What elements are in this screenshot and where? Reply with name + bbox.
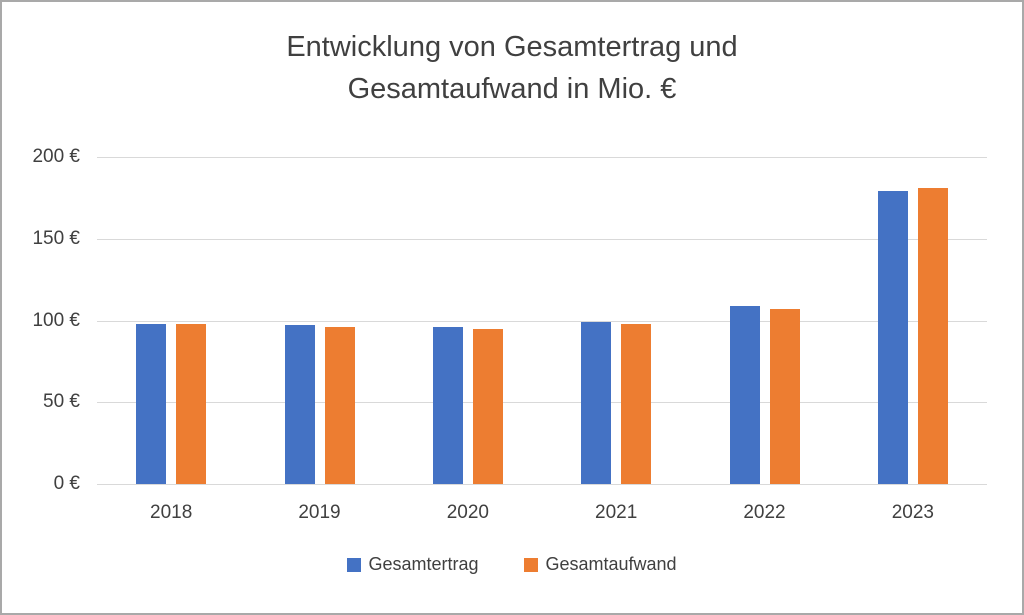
bar-gesamtertrag-2019 <box>284 325 315 484</box>
bar-gesamtaufwand-2020 <box>472 328 503 484</box>
x-axis-tick-label: 2018 <box>150 502 193 523</box>
x-axis-tick-label: 2021 <box>595 502 638 523</box>
x-axis-tick-label: 2020 <box>446 502 489 523</box>
bar-gesamtertrag-2020 <box>432 327 463 484</box>
x-axis-tick-label: 2023 <box>891 502 934 523</box>
gridline <box>97 484 987 485</box>
chart-title: Entwicklung von Gesamtertrag und Gesamta… <box>2 26 1022 110</box>
bar-gesamtertrag-2022 <box>729 305 760 484</box>
x-axis-tick-label: 2022 <box>743 502 786 523</box>
bar-gesamtaufwand-2023 <box>917 188 948 484</box>
y-axis-tick-label: 200 € <box>32 146 80 167</box>
y-axis-tick-label: 150 € <box>32 227 80 249</box>
y-axis-tick-label: 50 € <box>43 391 80 413</box>
bar-gesamtertrag-2018 <box>136 323 167 484</box>
legend-item: Gesamtaufwand <box>524 554 677 575</box>
chart-title-text: Entwicklung von Gesamtertrag und Gesamta… <box>286 31 738 106</box>
chart-legend: Gesamtertrag Gesamtaufwand <box>2 554 1022 575</box>
legend-label: Gesamtaufwand <box>545 554 677 574</box>
gridline <box>97 402 987 404</box>
bar-gesamtertrag-2021 <box>581 322 612 484</box>
gridline <box>97 320 987 322</box>
y-axis-tick-label: 0 € <box>53 473 80 494</box>
gridline <box>97 238 987 240</box>
legend-swatch <box>524 557 539 572</box>
legend-item: Gesamtertrag <box>347 554 478 575</box>
bar-gesamtaufwand-2021 <box>621 323 652 484</box>
y-axis-tick-label: 100 € <box>32 309 80 331</box>
legend-swatch <box>347 557 362 572</box>
x-axis-tick-label: 2019 <box>298 502 341 523</box>
legend-label: Gesamtertrag <box>368 554 479 574</box>
bar-gesamtertrag-2023 <box>877 191 908 484</box>
bar-gesamtaufwand-2022 <box>769 309 800 484</box>
bar-gesamtaufwand-2018 <box>176 323 207 484</box>
bar-gesamtaufwand-2019 <box>324 327 355 484</box>
gridline <box>97 157 987 158</box>
